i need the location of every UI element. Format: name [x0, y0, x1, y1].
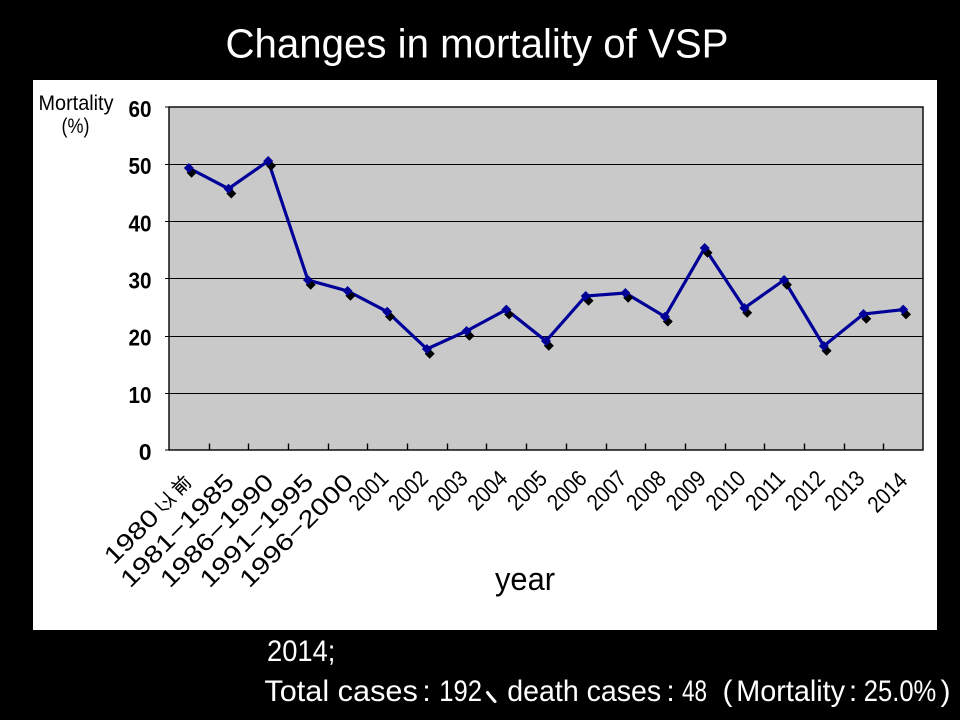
svg-text:Total cases: Total cases — [264, 675, 417, 708]
svg-text:192: 192 — [439, 675, 482, 708]
svg-text:): ) — [941, 675, 951, 708]
svg-text:year: year — [495, 561, 555, 597]
svg-text:10: 10 — [129, 382, 152, 408]
svg-text:death cases: death cases — [507, 675, 661, 708]
svg-text:Mortality: Mortality — [736, 675, 845, 708]
svg-text:Changes in mortality of VSP: Changes in mortality of VSP — [226, 21, 729, 67]
svg-text:25.0%: 25.0% — [864, 675, 937, 708]
svg-text:20: 20 — [129, 325, 152, 351]
svg-text:50: 50 — [129, 153, 152, 179]
svg-text:Mortality: Mortality — [39, 92, 114, 115]
svg-text::: : — [849, 675, 857, 708]
svg-text:60: 60 — [129, 96, 152, 122]
svg-text:(%): (%) — [62, 115, 90, 138]
svg-text:2014;: 2014; — [267, 635, 335, 668]
svg-text:30: 30 — [129, 268, 152, 294]
svg-text:48: 48 — [682, 675, 707, 708]
svg-text:0: 0 — [139, 439, 152, 465]
svg-text:(: ( — [723, 675, 733, 708]
svg-text::: : — [666, 675, 674, 708]
svg-text::: : — [422, 675, 430, 708]
svg-text:40: 40 — [129, 210, 152, 236]
